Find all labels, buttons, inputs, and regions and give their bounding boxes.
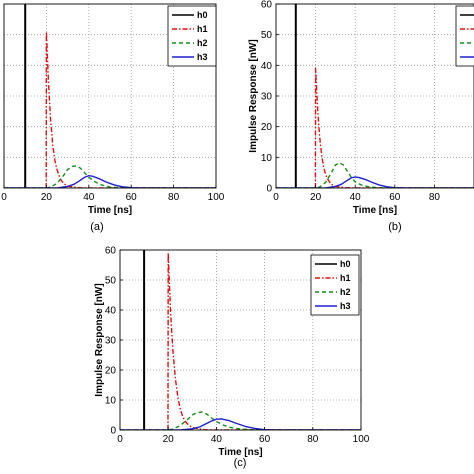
x-tick-label: 60 bbox=[389, 192, 401, 203]
x-axis-label: Time [ns] bbox=[353, 205, 397, 216]
y-tick-label: 0 bbox=[110, 426, 116, 437]
x-tick-label: 0 bbox=[117, 434, 123, 445]
x-axis-label: Time [ns] bbox=[218, 447, 262, 458]
plot-series-group bbox=[276, 4, 474, 188]
y-tick-label: 60 bbox=[105, 246, 117, 257]
y-tick-label: 10 bbox=[105, 396, 117, 407]
series-h3-line bbox=[276, 176, 474, 188]
x-tick-label: 20 bbox=[310, 192, 322, 203]
legend-label-h3: h3 bbox=[340, 301, 351, 311]
legend-box bbox=[455, 5, 474, 67]
y-tick-label: 10 bbox=[261, 153, 273, 164]
legend-box bbox=[310, 254, 360, 316]
y-tick-label: 30 bbox=[261, 92, 273, 103]
plot-series-group bbox=[120, 250, 361, 430]
y-axis-label: Impulse Response [nW] bbox=[248, 39, 259, 152]
panel-caption: (a) bbox=[90, 221, 103, 233]
y-tick-label: 50 bbox=[105, 276, 117, 287]
x-axis-label: Time [ns] bbox=[88, 205, 132, 216]
legend-label-h3: h3 bbox=[197, 52, 208, 62]
y-tick-label: 20 bbox=[105, 366, 117, 377]
legend: h0 h1 h2 h3 bbox=[167, 5, 217, 67]
y-tick-label: 20 bbox=[261, 122, 273, 133]
chart-panel-3: 0 20 40 60 80 100 0 10 20 30 40 50 60 Time [ns] Impuls… bbox=[94, 246, 370, 470]
series-h3-line bbox=[120, 418, 361, 430]
panel-caption: (b) bbox=[388, 221, 401, 233]
x-tick-label: 100 bbox=[208, 192, 225, 203]
y-tick-label: 60 bbox=[261, 0, 273, 11]
legend bbox=[455, 5, 474, 67]
chart-panel-2: 0 20 40 60 80 0 10 20 30 40 50 60 Time [ns] Impulse R… bbox=[248, 0, 474, 233]
panel-caption: (c) bbox=[234, 457, 247, 469]
plot-frame bbox=[3, 3, 217, 189]
y-tick-label: 50 bbox=[261, 30, 273, 41]
legend-label-h0: h0 bbox=[340, 259, 351, 269]
series-h2-line bbox=[4, 165, 216, 188]
x-tick-label: 60 bbox=[259, 434, 271, 445]
legend-label-h1: h1 bbox=[197, 24, 208, 34]
y-tick-label: 30 bbox=[105, 336, 117, 347]
x-tick-label: 40 bbox=[83, 192, 95, 203]
x-tick-label: 80 bbox=[429, 192, 441, 203]
x-tick-label: 20 bbox=[163, 434, 175, 445]
y-axis-label: Impulse Response [nW] bbox=[94, 283, 105, 396]
y-tick-label: 40 bbox=[261, 61, 273, 72]
x-tick-label: 60 bbox=[126, 192, 138, 203]
x-tick-label: 80 bbox=[307, 434, 319, 445]
x-tick-label: 0 bbox=[1, 192, 7, 203]
x-tick-label: 100 bbox=[353, 434, 370, 445]
legend-label-h0: h0 bbox=[197, 10, 208, 20]
y-tick-label: 0 bbox=[266, 184, 272, 195]
x-tick-label: 20 bbox=[41, 192, 53, 203]
x-tick-label: 40 bbox=[211, 434, 223, 445]
series-h2-line bbox=[276, 162, 474, 188]
legend-label-h1: h1 bbox=[340, 273, 351, 283]
y-tick-label: 40 bbox=[105, 306, 117, 317]
series-h3-line bbox=[4, 175, 216, 188]
legend-box bbox=[167, 5, 217, 67]
x-tick-label: 40 bbox=[350, 192, 362, 203]
x-tick-label: 0 bbox=[273, 192, 279, 203]
legend: h0 h1 h2 h3 bbox=[310, 254, 360, 316]
series-h2-line bbox=[120, 411, 361, 430]
legend-label-h2: h2 bbox=[340, 287, 351, 297]
x-tick-label: 80 bbox=[168, 192, 180, 203]
chart-panel-1: 0 20 40 60 80 100 Time [ns] (a) h0 h1 h2 h3 bbox=[1, 3, 225, 233]
legend-label-h2: h2 bbox=[197, 38, 208, 48]
series-h1-line bbox=[314, 67, 474, 188]
